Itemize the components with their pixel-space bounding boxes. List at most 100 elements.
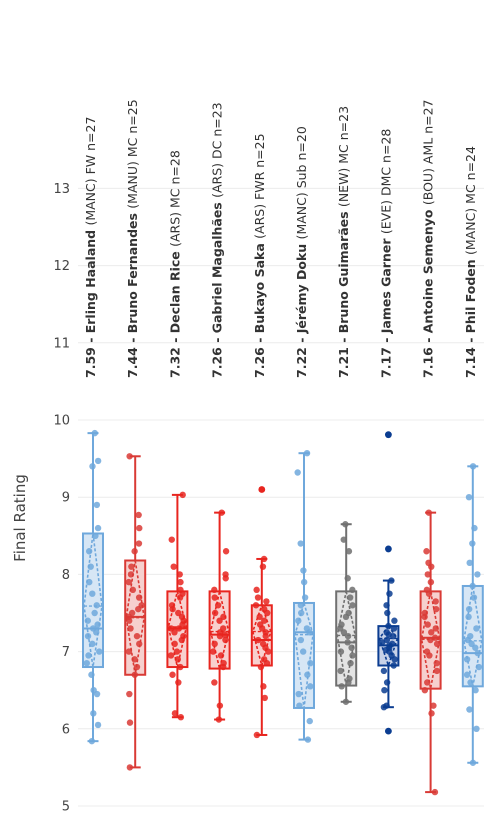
data-point [342, 698, 350, 705]
data-point [431, 788, 439, 796]
data-point [171, 710, 179, 717]
y-tick-label: 13 [53, 182, 70, 197]
player-rating: 7.26 - Gabriel Magalhães [210, 198, 225, 378]
data-point [127, 625, 134, 632]
data-point [463, 656, 471, 663]
data-point [89, 625, 97, 632]
data-point [211, 594, 218, 601]
data-point [390, 625, 398, 632]
data-point [90, 687, 97, 694]
data-point [175, 609, 182, 617]
data-point [125, 578, 132, 586]
data-point [222, 548, 230, 555]
player-rating: 7.26 - Bukayo Saka [252, 239, 267, 378]
data-point [388, 577, 395, 584]
data-point [465, 494, 473, 501]
data-point [127, 571, 135, 578]
data-point [383, 679, 391, 686]
data-point [84, 617, 91, 624]
data-point [338, 683, 345, 690]
data-point [131, 656, 138, 663]
player-info: (BOU) AML n=27 [421, 99, 436, 205]
data-point [222, 571, 229, 578]
data-point [345, 548, 353, 555]
data-point [432, 625, 439, 632]
y-axis-ticks: 5 6 7 8 9 10 11 12 13 [53, 182, 70, 815]
data-point [126, 719, 134, 726]
data-point [211, 586, 218, 594]
data-point [88, 737, 96, 745]
data-point [177, 578, 184, 586]
data-point [424, 571, 431, 578]
box-iqr [82, 532, 104, 669]
data-point [87, 563, 94, 570]
data-point [86, 578, 93, 586]
data-point [167, 652, 175, 659]
data-point [425, 559, 432, 567]
player-rating: 7.21 - Bruno Guimarães [336, 207, 351, 378]
data-point [463, 671, 471, 678]
outlier-point [385, 431, 392, 439]
player-info: (ARS) DC n=23 [210, 102, 225, 198]
data-point [433, 667, 441, 675]
data-point [257, 663, 265, 671]
data-point [222, 636, 229, 644]
outlier-point [385, 727, 392, 735]
data-point [467, 632, 474, 640]
data-point [90, 710, 97, 717]
data-point [466, 706, 473, 713]
data-point [300, 567, 307, 574]
data-point [216, 702, 224, 709]
data-point [344, 639, 351, 646]
player-label-2: 7.32 - Declan Rice (ARS) MC n=28 [167, 150, 182, 378]
data-point [295, 617, 302, 624]
data-point [254, 594, 262, 601]
data-point [167, 625, 175, 632]
data-point [300, 578, 308, 586]
data-point [384, 609, 391, 617]
data-point [348, 644, 355, 651]
data-point [177, 714, 185, 721]
player-box-2 [166, 491, 189, 721]
data-point [473, 725, 480, 732]
data-point [133, 632, 141, 640]
player-info: (MANC) MC n=24 [463, 146, 478, 255]
data-point [470, 594, 478, 601]
player-info: (NEW) MC n=23 [336, 106, 351, 207]
data-point [173, 648, 181, 655]
player-box-0 [82, 429, 104, 745]
data-point [383, 636, 391, 644]
player-rating: 7.59 - Erling Haaland [83, 226, 98, 378]
y-axis-label: Final Rating [11, 474, 29, 562]
data-point [425, 509, 432, 516]
data-point [254, 636, 262, 644]
data-point [424, 621, 431, 628]
player-label-6: 7.21 - Bruno Guimarães (NEW) MC n=23 [336, 106, 351, 378]
data-point [475, 663, 483, 671]
y-tick-label: 7 [62, 645, 70, 660]
data-point [93, 602, 100, 609]
data-point [427, 578, 435, 586]
mean-diamond [294, 600, 314, 709]
data-point [174, 656, 182, 663]
data-point [346, 594, 354, 601]
data-point [433, 659, 440, 667]
y-tick-label: 8 [62, 568, 70, 583]
player-box-1 [124, 453, 147, 771]
data-point [214, 602, 222, 609]
data-point [383, 629, 390, 636]
data-point [383, 602, 390, 609]
data-point [424, 679, 431, 686]
data-point [304, 736, 312, 743]
data-point [260, 656, 268, 663]
data-point [344, 575, 351, 582]
data-point [138, 602, 145, 609]
data-point [349, 586, 356, 594]
player-rating: 7.17 - James Garner [378, 234, 393, 378]
mean-diamond [462, 585, 483, 687]
player-label-9: 7.14 - Phil Foden (MANC) MC n=24 [463, 146, 478, 378]
data-point [175, 679, 182, 686]
data-point [211, 679, 218, 686]
player-label-0: 7.59 - Erling Haaland (MANC) FW n=27 [83, 117, 98, 378]
data-point [261, 694, 269, 702]
